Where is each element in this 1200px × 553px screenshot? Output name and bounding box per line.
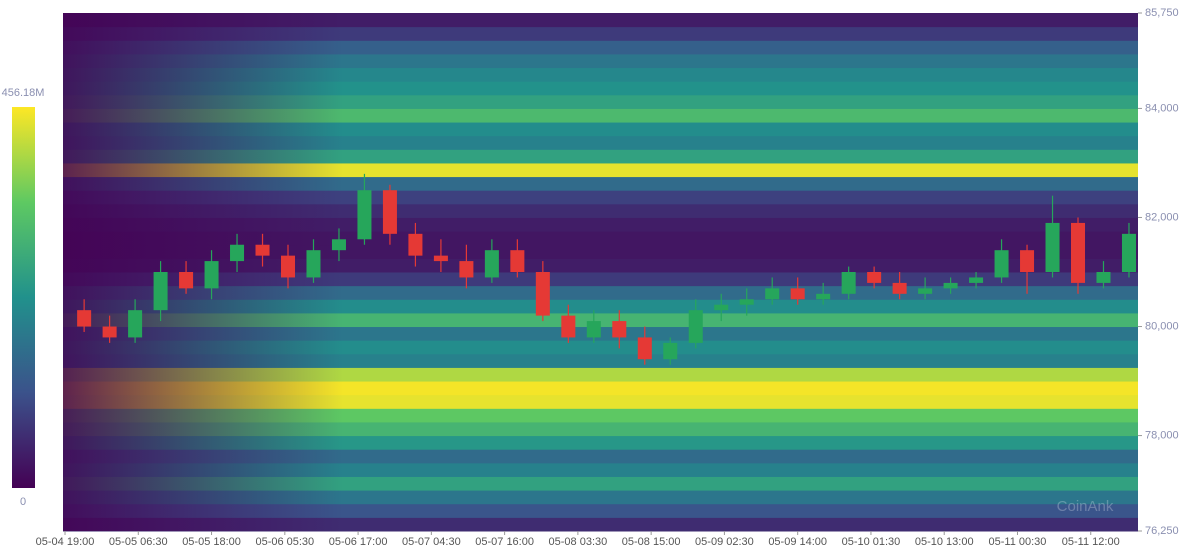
candle-body: [102, 326, 117, 338]
candle-body: [1070, 222, 1086, 283]
candle-body: [816, 293, 831, 300]
candle-body: [1045, 222, 1060, 272]
candle-body: [612, 321, 627, 338]
x-tick-label: 05-09 02:30: [695, 536, 754, 548]
left-fade: [63, 13, 343, 531]
colorbar-min-label: 0: [20, 496, 26, 508]
candle-body: [918, 288, 933, 294]
candle-body: [382, 190, 397, 234]
candle-body: [994, 250, 1009, 278]
x-tick-label: 05-10 01:30: [842, 536, 901, 548]
candle-body: [1096, 272, 1111, 283]
candle-body: [280, 255, 296, 278]
candle-body: [765, 288, 780, 300]
candle-body: [510, 250, 525, 272]
x-tick-label: 05-11 00:30: [989, 536, 1047, 548]
candle-body: [867, 272, 882, 283]
y-tick-label: 78,000: [1145, 429, 1179, 441]
candle-body: [1121, 233, 1136, 272]
x-tick-label: 05-04 19:00: [36, 536, 95, 548]
candle-body: [892, 282, 907, 294]
x-tick-label: 05-06 05:30: [255, 536, 314, 548]
y-tick-label: 76,250: [1145, 525, 1179, 537]
candle-body: [459, 261, 474, 278]
x-tick-label: 05-05 18:00: [182, 536, 241, 548]
candle-body: [739, 299, 754, 305]
candle-body: [790, 288, 805, 300]
y-tick-label: 84,000: [1145, 102, 1179, 114]
x-tick-label: 05-05 06:30: [109, 536, 168, 548]
candle-body: [255, 244, 270, 256]
candle-body: [306, 250, 321, 278]
candle-body: [663, 342, 678, 360]
candle-body: [841, 272, 856, 294]
candle-body: [408, 233, 423, 256]
candle-body: [561, 315, 576, 338]
x-tick-label: 05-07 16:00: [475, 536, 534, 548]
x-tick-label: 05-10 13:00: [915, 536, 974, 548]
candle-body: [433, 255, 448, 262]
candle-body: [969, 277, 984, 283]
colorbar: [12, 107, 35, 488]
y-tick-label: 82,000: [1145, 211, 1179, 223]
candle-body: [77, 310, 92, 327]
x-tick-label: 05-08 15:00: [622, 536, 681, 548]
candle-body: [943, 282, 958, 289]
candle-body: [331, 239, 346, 251]
candle-body: [204, 261, 219, 289]
candle-body: [1020, 250, 1035, 272]
watermark: CoinAnk: [1057, 498, 1114, 515]
candle-body: [688, 310, 703, 343]
candle-body: [153, 272, 168, 311]
x-tick-label: 05-06 17:00: [329, 536, 388, 548]
candle-body: [179, 272, 194, 289]
candle-body: [586, 321, 601, 338]
y-tick-label: 85,750: [1145, 7, 1179, 19]
x-tick-label: 05-11 12:00: [1062, 536, 1120, 548]
x-tick-label: 05-09 14:00: [768, 536, 827, 548]
candle-body: [535, 272, 550, 316]
candle-body: [484, 250, 499, 278]
candle-body: [714, 304, 729, 311]
candle-body: [230, 244, 245, 262]
candle-body: [357, 190, 372, 240]
x-tick-label: 05-07 04:30: [402, 536, 461, 548]
y-tick-label: 80,000: [1145, 320, 1179, 332]
x-tick-label: 05-08 03:30: [549, 536, 608, 548]
candle-body: [637, 337, 652, 360]
colorbar-max-label: 456.18M: [2, 87, 45, 99]
candle-body: [128, 310, 143, 338]
